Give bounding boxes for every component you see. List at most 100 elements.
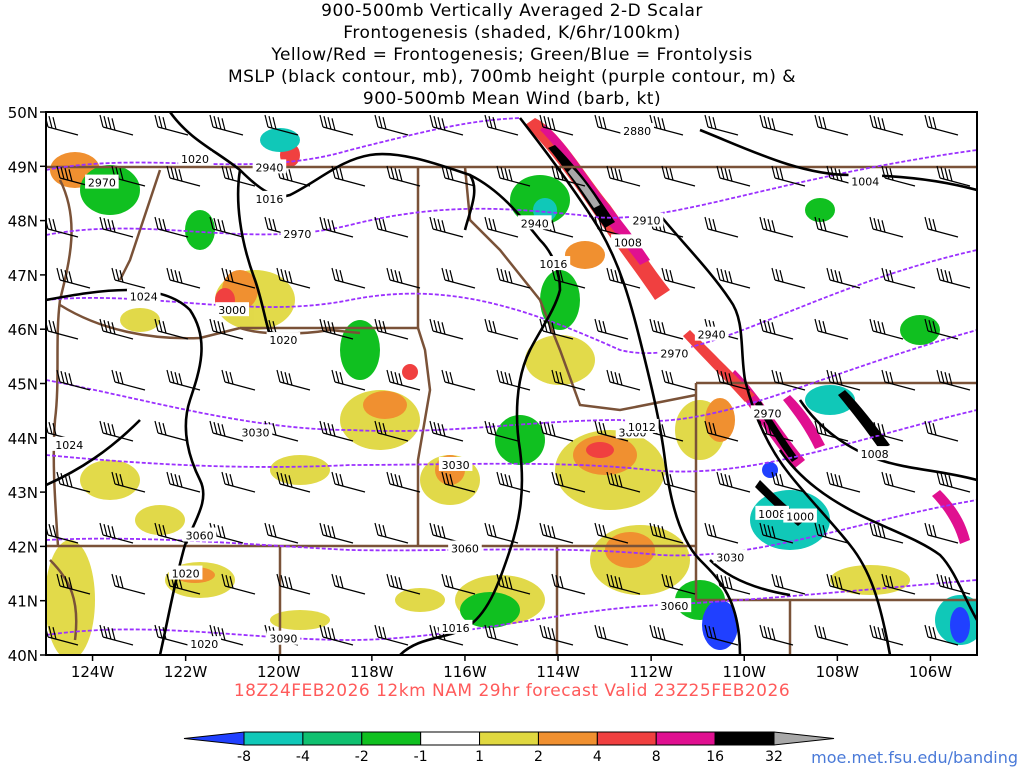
wind-barb bbox=[276, 267, 311, 289]
wind-barb bbox=[606, 165, 641, 187]
mslp-contour-label-bg bbox=[611, 234, 645, 249]
wind-barb bbox=[441, 267, 476, 289]
lat-label: 48N bbox=[8, 213, 38, 231]
mslp-contour-label: 1016 bbox=[539, 258, 567, 271]
wind-barb bbox=[386, 369, 421, 391]
lat-label: 45N bbox=[8, 376, 38, 394]
wind-barb bbox=[496, 267, 531, 289]
wind-barb bbox=[154, 522, 189, 544]
wind-barb bbox=[771, 165, 806, 187]
colorbar-segment bbox=[361, 731, 422, 746]
wind-barb bbox=[46, 625, 79, 646]
wind-barb bbox=[484, 216, 519, 238]
wind-barb bbox=[771, 573, 806, 595]
mslp-contour-label: 1024 bbox=[55, 439, 83, 452]
mslp-contour-label: 1020 bbox=[269, 334, 297, 347]
colorbar-label: -8 bbox=[237, 749, 251, 765]
wind-barb bbox=[154, 420, 189, 442]
wind-barb bbox=[869, 522, 904, 544]
lat-label: 47N bbox=[8, 267, 38, 285]
wind-barb bbox=[429, 420, 464, 442]
height-contour-label: 3030 bbox=[241, 426, 269, 439]
wind-barb bbox=[496, 471, 531, 493]
wind-barb bbox=[869, 318, 904, 340]
wind-barb bbox=[869, 114, 904, 136]
wind-barb bbox=[594, 318, 629, 340]
wind-barb bbox=[99, 318, 134, 340]
wind-barb bbox=[46, 523, 79, 544]
wind-barb bbox=[319, 522, 354, 544]
height-contour-label-bg bbox=[694, 326, 729, 341]
height-contour-label: 3000 bbox=[218, 304, 246, 317]
wind-barb bbox=[111, 369, 146, 391]
wind-barb bbox=[496, 369, 531, 391]
wind-barb bbox=[276, 471, 311, 493]
height-contour-label-bg bbox=[215, 302, 249, 317]
wind-barb bbox=[221, 573, 256, 595]
wind-barb bbox=[99, 420, 134, 442]
wind-barb bbox=[594, 522, 629, 544]
wind-barb bbox=[539, 114, 574, 136]
mslp-contour-label-bg bbox=[848, 173, 883, 188]
wind-barb bbox=[441, 471, 476, 493]
wind-barb bbox=[331, 267, 366, 289]
mslp-contour-label: 1020 bbox=[172, 568, 200, 581]
wind-barb bbox=[814, 624, 849, 646]
wind-barb bbox=[759, 522, 794, 544]
wind-barb bbox=[386, 471, 421, 493]
wind-barb bbox=[374, 522, 409, 544]
mslp-contour-label-bg bbox=[783, 508, 817, 523]
colorbar-label: -4 bbox=[296, 749, 310, 765]
wind-barb bbox=[429, 522, 464, 544]
wind-barb bbox=[154, 624, 189, 646]
colorbar-label: 32 bbox=[765, 749, 783, 765]
wind-barb bbox=[166, 369, 201, 391]
wind-barb bbox=[551, 165, 586, 187]
wind-barb bbox=[716, 573, 751, 595]
wind-barb bbox=[331, 471, 366, 493]
wind-barb bbox=[869, 624, 904, 646]
wind-barb bbox=[881, 471, 916, 493]
wind-barb bbox=[276, 369, 311, 391]
title-line-3: Yellow/Red = Frontogenesis; Green/Blue =… bbox=[271, 45, 753, 65]
wind-barb bbox=[936, 369, 971, 391]
credit-url[interactable]: moe.met.fsu.edu/banding bbox=[811, 748, 1018, 767]
wind-barb bbox=[661, 165, 696, 187]
height-contour-label-bg bbox=[266, 630, 301, 645]
wind-barb bbox=[551, 573, 586, 595]
height-contour-label: 3030 bbox=[716, 551, 744, 564]
height-contour-label: 2940 bbox=[521, 217, 549, 230]
wind-barb bbox=[319, 420, 354, 442]
wind-barb bbox=[484, 522, 519, 544]
height-contours bbox=[46, 117, 977, 641]
wind-barb bbox=[539, 522, 574, 544]
wind-barb bbox=[209, 318, 244, 340]
lon-label: 116W bbox=[443, 663, 487, 681]
lat-label: 49N bbox=[8, 158, 38, 176]
mslp-contour-label-bg bbox=[252, 190, 287, 205]
wind-barb bbox=[99, 114, 134, 136]
wind-barb bbox=[704, 114, 739, 136]
colorbar-segment bbox=[714, 731, 775, 746]
wind-barb bbox=[759, 624, 794, 646]
wind-barb bbox=[319, 624, 354, 646]
colorbar-segment bbox=[537, 731, 598, 746]
height-contour-label: 2910 bbox=[632, 215, 660, 228]
height-contour-label-bg bbox=[620, 123, 654, 138]
wind-barb bbox=[661, 573, 696, 595]
wind-barb bbox=[496, 573, 531, 595]
height-contour-label: 3060 bbox=[451, 543, 479, 556]
height-contour-label-bg bbox=[85, 174, 119, 189]
wind-barb bbox=[221, 369, 256, 391]
wind-barb bbox=[56, 369, 91, 391]
wind-barb bbox=[374, 420, 409, 442]
mslp-contour-label-bg bbox=[536, 256, 571, 271]
wind-barb bbox=[826, 267, 861, 289]
wind-barb bbox=[264, 522, 299, 544]
lat-label: 42N bbox=[8, 538, 38, 556]
height-contour-label: 2970 bbox=[283, 228, 311, 241]
wind-barb bbox=[374, 624, 409, 646]
wind-barb bbox=[56, 165, 91, 187]
wind-barb bbox=[924, 522, 959, 544]
mslp-contour-label-bg bbox=[178, 151, 212, 166]
